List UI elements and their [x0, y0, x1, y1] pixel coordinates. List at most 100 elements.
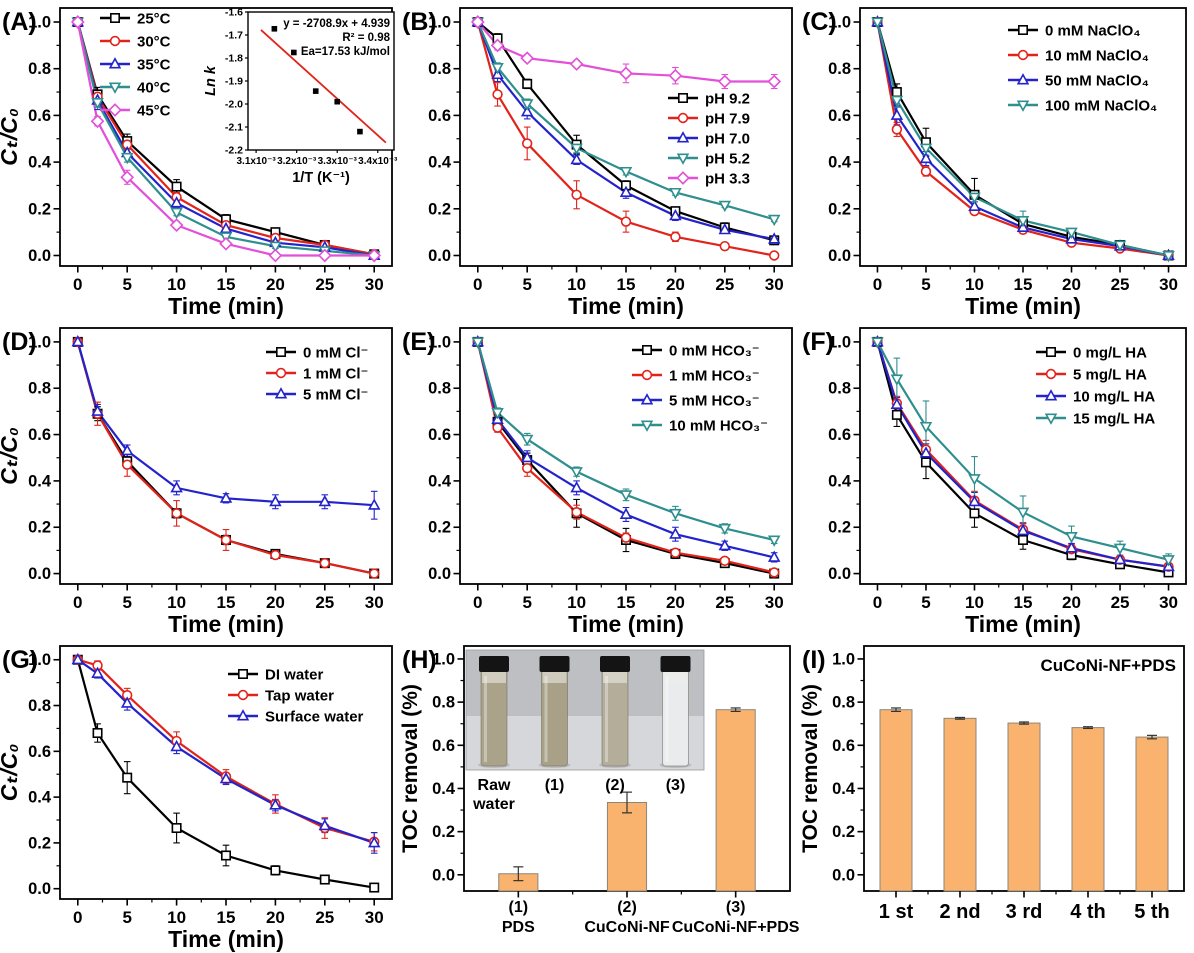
x-axis-title: Time (min) [168, 293, 284, 319]
vial-cap [660, 656, 691, 672]
x-tick-label: 25 [315, 593, 334, 612]
triangle-up-marker [520, 105, 534, 117]
triangle-up-marker [236, 709, 250, 721]
diamond-marker [90, 114, 105, 129]
circle-marker [220, 534, 232, 546]
panel-A: 0 5 10 15 20 25 30 0.0 0.2 0.4 0.6 0.8 1.0 Time (min)… [0, 0, 400, 320]
square-marker [171, 181, 182, 192]
triangle-down-marker [1044, 413, 1058, 425]
x-tick-label: 10 [167, 593, 186, 612]
triangle-down-marker [640, 420, 654, 432]
inset-y-tick-label: -1.7 [225, 30, 243, 42]
triangle-down-marker [619, 166, 633, 179]
inset-data-point [312, 88, 319, 94]
x-axis-title: Time (min) [168, 611, 284, 637]
legend-label: Surface water [265, 709, 364, 726]
triangle-down-marker [1065, 532, 1078, 544]
legend-label: pH 9.2 [705, 91, 750, 108]
panel-G-chart: 0 5 10 15 20 25 30 0.0 0.2 0.4 0.6 0.8 1.0 Time (min)… [0, 645, 393, 952]
circle-marker [1017, 49, 1029, 61]
bar [715, 709, 756, 892]
y-axis-title: Cₜ/C₀ [0, 427, 22, 485]
diamond-marker [219, 236, 233, 251]
vial-cap [479, 656, 509, 672]
y-tick-label: 0.8 [428, 380, 451, 398]
x-tick-label: 15 [1014, 593, 1033, 612]
legend-label: pH 7.0 [705, 131, 750, 148]
x-tick-label: 25 [1111, 275, 1130, 294]
triangle-up-marker [170, 480, 183, 493]
circle-marker [1045, 368, 1057, 380]
x-tick-label: 25 [715, 275, 734, 294]
legend-label: 0 mg/L HA [1073, 345, 1147, 362]
triangle-down-marker [471, 337, 485, 349]
inset-y-tick-label: -2.2 [225, 145, 243, 157]
y-tick-label: 0.0 [828, 247, 851, 265]
y-tick-label: 0.2 [28, 519, 51, 537]
series-line [476, 341, 775, 574]
triangle-up-marker [318, 818, 332, 831]
y-tick-label: 0.6 [828, 426, 851, 444]
square-marker [270, 865, 281, 876]
triangle-down-marker [1162, 555, 1175, 567]
square-marker [319, 874, 330, 885]
y-tick-label: 0.6 [28, 426, 51, 444]
circle-marker [670, 231, 681, 243]
triangle-up-marker [269, 798, 282, 810]
circle-marker [369, 568, 380, 579]
x-tick-label: 5 [122, 275, 131, 294]
y-tick-label: 0.6 [432, 737, 455, 755]
legend-label: 5 mM HCO₃⁻ [669, 393, 760, 410]
legend-label: 5 mg/L HA [1073, 367, 1147, 384]
y-tick-label: 0.0 [828, 565, 851, 583]
triangle-up-marker [1113, 552, 1127, 565]
triangle-up-marker [170, 739, 183, 752]
panel-letter: (A) [2, 8, 37, 36]
square-marker [1046, 346, 1057, 357]
panel-I-chart: 0.0 0.2 0.4 0.6 0.8 1.0 TOC removal (%) 1 st 2 n… [800, 645, 1185, 923]
vial-label: Raw [478, 777, 511, 794]
panel-C-chart: 0 5 10 15 20 25 30 0.0 0.2 0.4 0.6 0.8 1.0 Time (min)… [802, 7, 1187, 319]
diamond-marker [490, 38, 505, 53]
panel-H-chart: 0.0 0.2 0.4 0.6 0.8 1.0 TOC removal (%) Raw wate… [400, 645, 800, 936]
category-label: (2) [617, 899, 637, 916]
y-tick-label: 0.2 [832, 823, 855, 841]
triangle-up-marker [890, 397, 904, 409]
legend-label: 15 mg/L HA [1073, 411, 1155, 428]
panel-F-chart: 0 5 10 15 20 25 30 0.0 0.2 0.4 0.6 0.8 1.0 Time (min)… [802, 327, 1187, 637]
y-tick-label: 0.8 [832, 694, 855, 712]
circle-marker [319, 557, 331, 569]
triangle-down-marker [767, 535, 781, 547]
y-axis-title: TOC removal (%) [400, 684, 422, 853]
y-tick-label: 0.4 [28, 789, 52, 807]
inset-data-point [271, 25, 278, 32]
inset-y-tick-label: -1.9 [225, 76, 243, 88]
triangle-down-marker [269, 241, 282, 254]
series-line [77, 658, 375, 843]
x-tick-label: 0 [73, 275, 82, 294]
inset-x-tick-label: 3.1x10⁻³ [237, 156, 277, 167]
panel-annotation: CuCoNi-NF+PDS [1040, 656, 1176, 675]
y-tick-label: 0.6 [28, 107, 51, 125]
triangle-up-marker [120, 443, 134, 456]
legend-label: 45°C [137, 103, 171, 120]
y-tick-label: 0.4 [428, 154, 452, 172]
x-tick-label: 0 [873, 275, 882, 294]
square-marker [110, 13, 121, 23]
legend-label: pH 7.9 [705, 111, 750, 128]
series-line [876, 341, 1169, 561]
inset-y-tick-label: -1.6 [225, 7, 243, 19]
circle-marker [670, 547, 681, 558]
triangle-up-marker [71, 335, 85, 347]
y-tick-label: 0.0 [832, 866, 855, 884]
inset-y-title: Ln k [203, 65, 219, 96]
square-marker [122, 772, 133, 783]
y-tick-label: 0.0 [432, 866, 455, 884]
y-tick-label: 0.8 [432, 694, 455, 712]
triangle-down-marker [890, 95, 904, 108]
legend-label: DI water [265, 667, 324, 684]
y-tick-label: 0.8 [28, 380, 51, 398]
x-tick-label: 20 [666, 593, 685, 612]
inset-data-point [334, 98, 341, 105]
square-marker [221, 850, 232, 861]
